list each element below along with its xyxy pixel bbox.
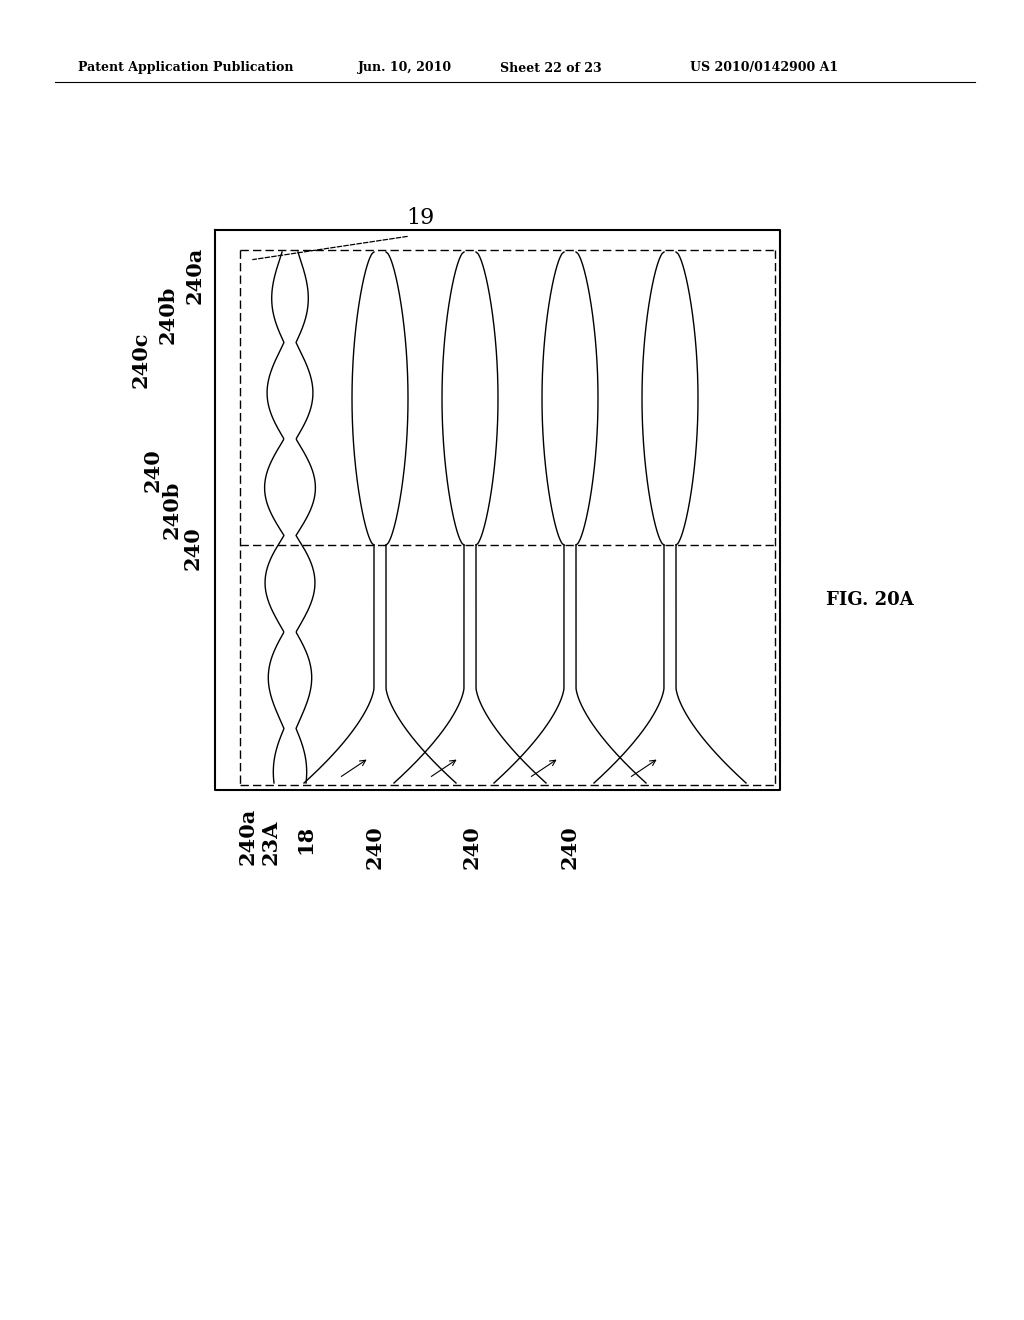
Text: FIG. 20A: FIG. 20A bbox=[826, 591, 913, 609]
Text: 19: 19 bbox=[406, 207, 434, 228]
Text: Jun. 10, 2010: Jun. 10, 2010 bbox=[358, 62, 453, 74]
Text: 18: 18 bbox=[295, 825, 315, 854]
Text: 240c: 240c bbox=[131, 331, 151, 388]
Text: 240: 240 bbox=[143, 447, 163, 492]
Text: Patent Application Publication: Patent Application Publication bbox=[78, 62, 294, 74]
Text: 240b: 240b bbox=[162, 480, 182, 539]
Text: US 2010/0142900 A1: US 2010/0142900 A1 bbox=[690, 62, 838, 74]
Text: 23A: 23A bbox=[261, 820, 281, 866]
Text: 240: 240 bbox=[462, 825, 482, 869]
Text: 240b: 240b bbox=[158, 286, 178, 345]
Text: 240: 240 bbox=[560, 825, 580, 869]
Text: 240: 240 bbox=[365, 825, 385, 869]
Text: 240: 240 bbox=[183, 527, 203, 570]
Text: 240a: 240a bbox=[238, 808, 258, 865]
Text: 240a: 240a bbox=[185, 247, 205, 304]
Text: Sheet 22 of 23: Sheet 22 of 23 bbox=[500, 62, 602, 74]
